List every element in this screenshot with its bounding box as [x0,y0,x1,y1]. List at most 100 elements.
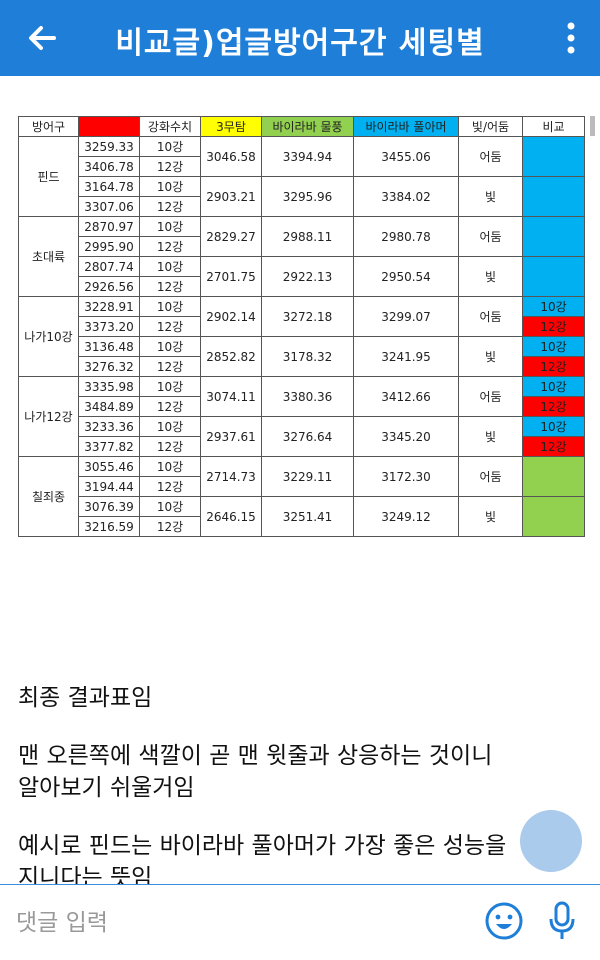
light-dark-cell: 어둠 [458,376,523,417]
column-header: 방어구 [18,116,79,137]
value-cell: 3373.20 [78,316,140,337]
value-cell: 3406.78 [78,156,140,177]
compare-cell [522,216,585,257]
comment-input[interactable] [16,903,446,943]
light-dark-cell: 어둠 [458,216,523,257]
compare-cell [522,456,585,497]
enhance-cell: 12강 [139,276,201,297]
table-row: 2807.74 10강 2701.75 2922.13 2950.54 빛 [19,256,585,297]
value-cell: 3076.39 [78,496,140,517]
light-dark-cell: 빛 [458,256,523,297]
table-row: 3216.59 12강 [19,516,585,537]
value-cell: 3229.11 [261,456,354,497]
paragraph: 알아보기 쉬울거임 [18,775,195,801]
comment-bar [0,885,600,960]
compare-cell: 10강 [522,376,585,397]
compare-cell: 10강 [522,296,585,317]
compare-cell [522,496,585,537]
table-row: 3307.06 12강 [19,196,585,217]
enhance-cell: 12강 [139,156,201,177]
column-header: 바이라바 물풍 [261,116,354,137]
light-dark-cell: 어둠 [458,136,523,177]
column-header: 3무탐 [200,116,262,137]
enhance-cell: 10강 [139,416,201,437]
scroll-fab[interactable] [520,810,582,872]
value-cell: 3055.46 [78,456,140,477]
value-cell: 2995.90 [78,236,140,257]
value-cell: 2807.74 [78,256,140,277]
enhance-cell: 12강 [139,476,201,497]
enhance-cell: 12강 [139,516,201,537]
divider [0,884,600,885]
value-cell: 2701.75 [200,256,262,297]
enhance-cell: 12강 [139,436,201,457]
enhance-cell: 10강 [139,376,201,397]
value-cell: 2926.56 [78,276,140,297]
value-cell: 3384.02 [353,176,459,217]
enhance-cell: 12강 [139,356,201,377]
scroll-indicator [590,116,595,136]
value-cell: 2903.21 [200,176,262,217]
enhance-cell: 12강 [139,396,201,417]
light-dark-cell: 어둠 [458,456,523,497]
compare-cell: 12강 [522,436,585,457]
light-dark-cell: 빛 [458,176,523,217]
value-cell: 3412.66 [353,376,459,417]
value-cell: 2852.82 [200,336,262,377]
value-cell: 2950.54 [353,256,459,297]
table-row: 나가12강 3335.98 10강 3074.11 3380.36 3412.66 어둠 10… [18,376,585,457]
column-header: 바이라바 풀아머 [353,116,459,137]
arrow-left-icon[interactable] [22,18,62,58]
table-row: 3164.78 10강 2903.21 3295.96 3384.02 빛 [19,176,585,217]
value-cell: 3233.36 [78,416,140,437]
value-cell: 2988.11 [261,216,354,257]
enhance-cell: 12강 [139,236,201,257]
table-row: 나가10강 3228.91 10강 2902.14 3272.18 3299.07 어둠 10… [18,296,585,377]
table-row: 3276.32 12강 12강 [19,356,585,377]
smiley-icon[interactable] [484,901,524,941]
table-row: 3484.89 12강 12강 [19,396,585,417]
value-cell: 3295.96 [261,176,354,217]
compare-cell [522,136,585,177]
value-cell: 3345.20 [353,416,459,457]
value-cell: 3178.32 [261,336,354,377]
column-header: 빛/어둠 [458,116,523,137]
value-cell: 3394.94 [261,136,354,177]
value-cell: 3136.48 [78,336,140,357]
comparison-table: 방어구 왕홀 강화수치 3무탐 바이라바 물풍 바이라바 풀아머 빛/어둠 비교 핀드 3259.… [18,116,585,537]
enhance-cell: 10강 [139,296,201,317]
value-cell: 3172.30 [353,456,459,497]
value-cell: 3335.98 [78,376,140,397]
enhance-cell: 10강 [139,496,201,517]
value-cell: 2902.14 [200,296,262,337]
value-cell: 3276.64 [261,416,354,457]
table-row: 3136.48 10강 2852.82 3178.32 3241.95 빛 10강 [19,336,585,377]
value-cell: 3164.78 [78,176,140,197]
compare-cell: 10강 [522,416,585,437]
value-cell: 3276.32 [78,356,140,377]
compare-cell: 12강 [522,356,585,377]
armor-name-cell: 핀드 [18,136,79,217]
value-cell: 3249.12 [353,496,459,537]
value-cell: 2937.61 [200,416,262,457]
enhance-cell: 10강 [139,216,201,237]
enhance-cell: 10강 [139,256,201,277]
armor-name-cell: 나가12강 [18,376,79,457]
more-vertical-icon[interactable] [560,20,582,56]
table-row: 2926.56 12강 [19,276,585,297]
table-row: 초대륙 2870.97 10강 2829.27 2988.11 2980.78 어둠 [18,216,585,297]
compare-cell: 12강 [522,316,585,337]
value-cell: 3046.58 [200,136,262,177]
value-cell: 3484.89 [78,396,140,417]
table-row: 핀드 3259.33 10강 3046.58 3394.94 3455.06 어둠 [18,136,585,217]
value-cell: 3259.33 [78,136,140,157]
value-cell: 3241.95 [353,336,459,377]
column-header: 강화수치 [139,116,201,137]
table-row: 3233.36 10강 2937.61 3276.64 3345.20 빛 10강 [19,416,585,457]
value-cell: 2714.73 [200,456,262,497]
armor-name-cell: 나가10강 [18,296,79,377]
value-cell: 3074.11 [200,376,262,417]
light-dark-cell: 빛 [458,416,523,457]
microphone-icon[interactable] [548,901,576,941]
enhance-cell: 10강 [139,456,201,477]
